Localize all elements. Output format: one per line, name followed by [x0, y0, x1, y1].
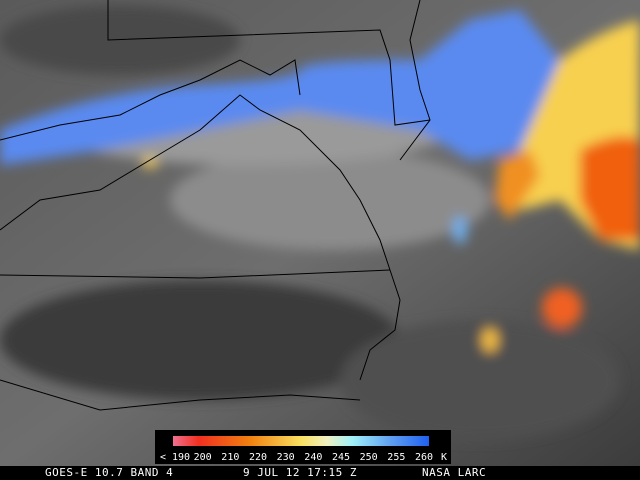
legend-label: 240 — [304, 452, 322, 463]
timestamp: 9 JUL 12 17:15 Z — [243, 466, 357, 479]
credit: NASA LARC — [422, 466, 486, 479]
legend-label: < 190 — [160, 452, 190, 463]
legend-label: 220 — [249, 452, 267, 463]
state-borders — [0, 0, 430, 410]
legend-label: 230 — [277, 452, 295, 463]
legend-label: 250 — [360, 452, 378, 463]
legend-label: 210 — [221, 452, 239, 463]
legend-label: 245 — [332, 452, 350, 463]
legend-label: 200 — [194, 452, 212, 463]
legend-label: 255 — [387, 452, 405, 463]
legend-ramp — [173, 436, 429, 446]
clouds — [0, 5, 640, 440]
legend-labels: < 190 200 210 220 230 240 245 250 255 260 — [160, 452, 433, 463]
legend-label: 260 — [415, 452, 433, 463]
satellite-label: GOES-E 10.7 BAND 4 — [45, 466, 173, 479]
legend-box — [155, 430, 451, 464]
footer-bar — [0, 466, 640, 480]
legend-unit: K — [441, 452, 447, 463]
